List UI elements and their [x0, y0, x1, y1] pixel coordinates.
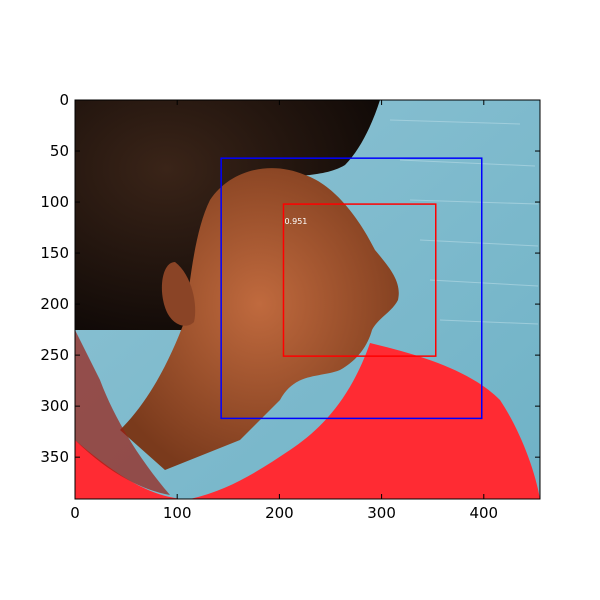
x-tick-label: 0: [70, 504, 80, 522]
y-tick-label: 350: [40, 448, 69, 466]
y-tick-label: 250: [40, 346, 69, 364]
x-tick-label: 100: [163, 504, 192, 522]
y-axis: 0 50 100 150 200 250 300 350: [40, 91, 540, 466]
x-tick-label: 300: [367, 504, 396, 522]
photo: [75, 100, 540, 499]
y-tick-label: 300: [40, 397, 69, 415]
face-detection-box: [282, 203, 437, 357]
x-tick-label: 400: [469, 504, 498, 522]
axes-frame: [74, 99, 541, 500]
y-tick-label: 0: [59, 91, 69, 109]
y-tick-label: 100: [40, 193, 69, 211]
x-axis: 0 100 200 300 400: [70, 100, 498, 522]
y-tick-label: 150: [40, 244, 69, 262]
y-tick-label: 200: [40, 295, 69, 313]
face-box-score-label: 0.951: [284, 217, 307, 226]
y-tick-label: 50: [50, 142, 69, 160]
x-tick-label: 200: [265, 504, 294, 522]
outer-detection-box: [220, 157, 483, 420]
